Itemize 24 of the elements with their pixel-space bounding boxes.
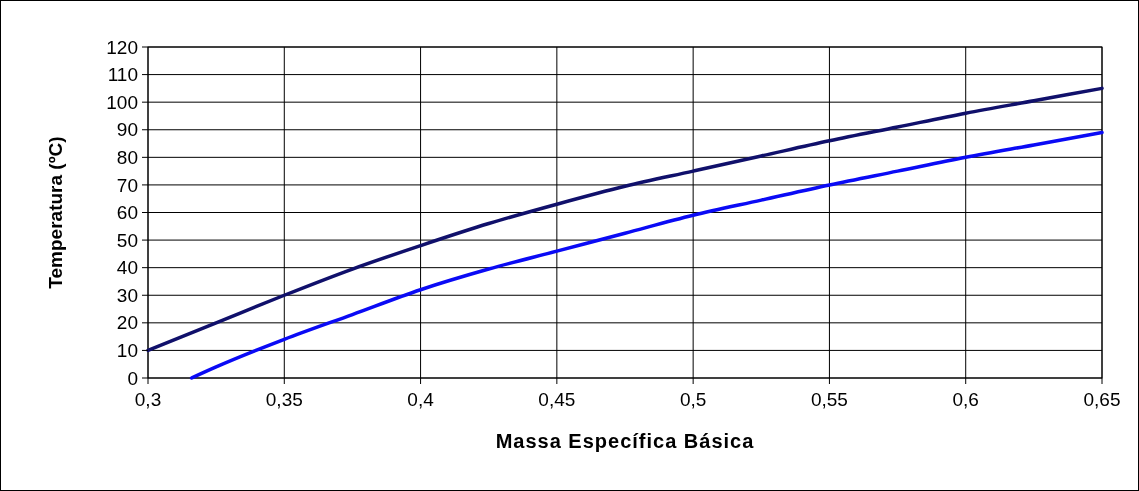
- y-tick-label: 10: [116, 340, 138, 362]
- y-tick-label: 90: [116, 119, 138, 141]
- y-tick-label: 30: [116, 284, 138, 306]
- y-tick-label: 50: [116, 229, 138, 251]
- y-tick-label: 70: [116, 174, 138, 196]
- x-tick-label: 0,4: [407, 389, 435, 410]
- y-tick-label: 20: [116, 312, 138, 334]
- y-tick-label: 60: [116, 202, 138, 224]
- y-tick-label: 0: [127, 367, 138, 389]
- x-tick-label: 0,6: [952, 389, 979, 410]
- y-tick-label: 100: [106, 91, 138, 113]
- line-series: [189, 130, 1104, 380]
- x-tick-label: 0,55: [810, 389, 848, 410]
- x-axis-title: Massa Específica Básica: [495, 430, 755, 452]
- y-tick-label: 80: [116, 146, 138, 168]
- x-tick-label: 0,3: [134, 389, 162, 410]
- x-tick-label: 0,35: [265, 389, 303, 410]
- x-tick-label: 0,5: [679, 389, 707, 410]
- y-tick-label: 110: [107, 64, 138, 86]
- x-tick-label: 0,45: [538, 389, 576, 410]
- y-tick-label: 40: [116, 257, 138, 279]
- x-tick-label: 0,65: [1083, 389, 1121, 410]
- y-axis-title: Temperatura (ºC): [45, 136, 66, 289]
- y-tick-label: 120: [106, 36, 138, 58]
